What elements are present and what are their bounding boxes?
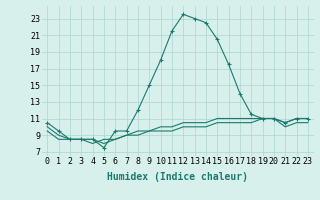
- X-axis label: Humidex (Indice chaleur): Humidex (Indice chaleur): [107, 172, 248, 182]
